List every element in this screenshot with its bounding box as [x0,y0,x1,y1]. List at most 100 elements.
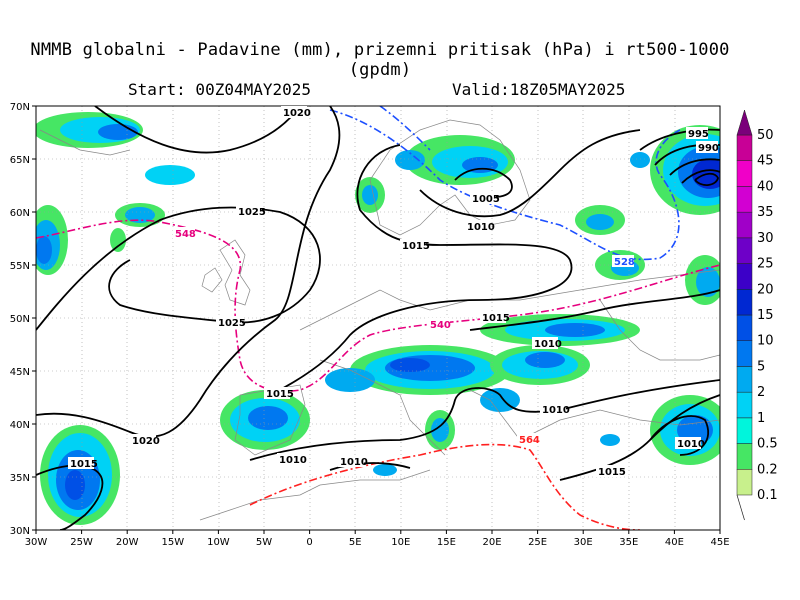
lon-tick-label: 15E [437,537,456,548]
lon-ticks: 30W 25W 20W 15W 10W 5W 0 5E 10E 15E 20E 25E 30E 35E 40… [25,530,730,548]
lon-tick-label: 10E [391,537,410,548]
map-title: NMMB globalni - Padavine (mm), prizemni … [30,40,730,80]
isobar-label: 1025 [238,207,266,218]
precip-iberia-italy [220,390,455,476]
colorbar-label: 0.2 [757,462,778,477]
thickness-label: 548 [175,229,196,240]
lat-tick-label: 70N [10,102,30,113]
colorbar-swatch [736,160,753,187]
isobar-label: 1020 [132,436,160,447]
lat-tick-label: 45N [10,367,30,378]
thickness-564-line [249,443,641,530]
isobar-1010-sicily [329,462,411,471]
thickness-528-line [329,109,681,261]
isobar-1005 [454,167,513,198]
colorbar-label: 30 [757,231,774,246]
thickness-528-north [379,106,431,151]
colorbar-label: 5 [757,359,765,374]
isobar-labels: 1020 1025 1025 1015 1015 1015 1010 1010 … [68,106,719,478]
colorbar-swatch [736,289,753,316]
isobar-985 [669,158,720,176]
lon-tick-label: 15W [161,537,184,548]
colorbar-label: 35 [757,205,774,220]
isobar-label: 1010 [340,457,368,468]
colorbar-label: 45 [757,154,774,169]
colorbar-label: 10 [757,334,774,349]
lon-tick-label: 0 [306,537,312,548]
lon-tick-label: 30W [25,537,48,548]
isobar-label: 995 [688,129,709,140]
colorbar-label: 20 [757,282,774,297]
isobar-1010-east [469,289,720,331]
isobar-1010-south [249,379,720,461]
lat-tick-label: 55N [10,261,30,272]
lon-tick-label: 40E [665,537,684,548]
thickness-labels: 548 540 528 564 [173,227,635,446]
lon-tick-label: 5W [256,537,272,548]
isobar-label: 1010 [467,222,495,233]
lat-tick-label: 40N [10,420,30,431]
colorbar-swatch [736,211,753,239]
colorbar-swatch [736,340,753,367]
colorbar-swatch [736,237,753,264]
colorbar-label: 0.1 [757,488,778,503]
colorbar-swatch [736,443,753,470]
colorbar-label: 15 [757,308,774,323]
colorbar-label: 2 [757,385,765,400]
isobar-label: 1005 [472,194,500,205]
isobar-label: 1020 [283,108,311,119]
colorbar-label: 25 [757,257,774,272]
valid-time: Valid:18Z05MAY2025 [452,80,626,99]
colorbar-label: 0.5 [757,437,778,452]
isobar-1015-central [269,144,573,396]
colorbar-swatch [736,391,753,419]
colorbar-swatch [736,186,753,213]
lat-tick-label: 35N [10,473,30,484]
start-time: Start: 00Z04MAY2025 [128,80,312,99]
isobar-label: 1015 [598,467,626,478]
colorbar-boxes [736,109,753,521]
lat-tick-label: 50N [10,314,30,325]
isobar-label: 1010 [534,339,562,350]
isobar-975 [694,172,719,186]
lon-tick-label: 20E [482,537,501,548]
isobars [36,106,720,530]
lon-tick-label: 25W [70,537,93,548]
lat-tick-label: 65N [10,155,30,166]
isobar-1015-east [559,394,720,481]
lat-tick-label: 30N [10,526,30,537]
thickness-label: 540 [430,320,451,331]
colorbar-swatch [736,366,753,393]
lat-ticks: 30N 35N 40N 45N 50N 55N 60N 65N 70N [10,102,36,537]
lon-tick-label: 35E [619,537,638,548]
lon-tick-label: 45E [710,537,729,548]
isobar-label: 1015 [482,313,510,324]
thickness-label: 564 [519,435,540,446]
lon-tick-label: 5E [349,537,362,548]
isobar-1020-west [36,106,341,438]
isobar-995 [639,128,720,151]
isobar-1010-eastmed [649,415,710,456]
lon-tick-label: 25E [528,537,547,548]
lat-tick-label: 60N [10,208,30,219]
isobar-980 [681,169,720,184]
colorbar-label: 40 [757,179,774,194]
isobar-label: 1015 [70,459,98,470]
colorbar-swatch [736,314,753,341]
isobar-1010-scand [419,129,641,218]
isobar-1020-north [94,106,301,154]
isobar-label: 1010 [542,405,570,416]
colorbar-swatch [736,263,753,290]
lon-tick-label: 10W [207,537,230,548]
coastlines [39,119,720,521]
isobar-label: 1010 [279,455,307,466]
lon-tick-label: 30E [574,537,593,548]
colorbar-arrow-bottom [736,494,745,521]
colorbar-swatch [736,469,753,496]
isobar-label: 1025 [218,318,246,329]
isobar-label: 990 [698,143,719,154]
colorbar-swatch [736,417,753,444]
